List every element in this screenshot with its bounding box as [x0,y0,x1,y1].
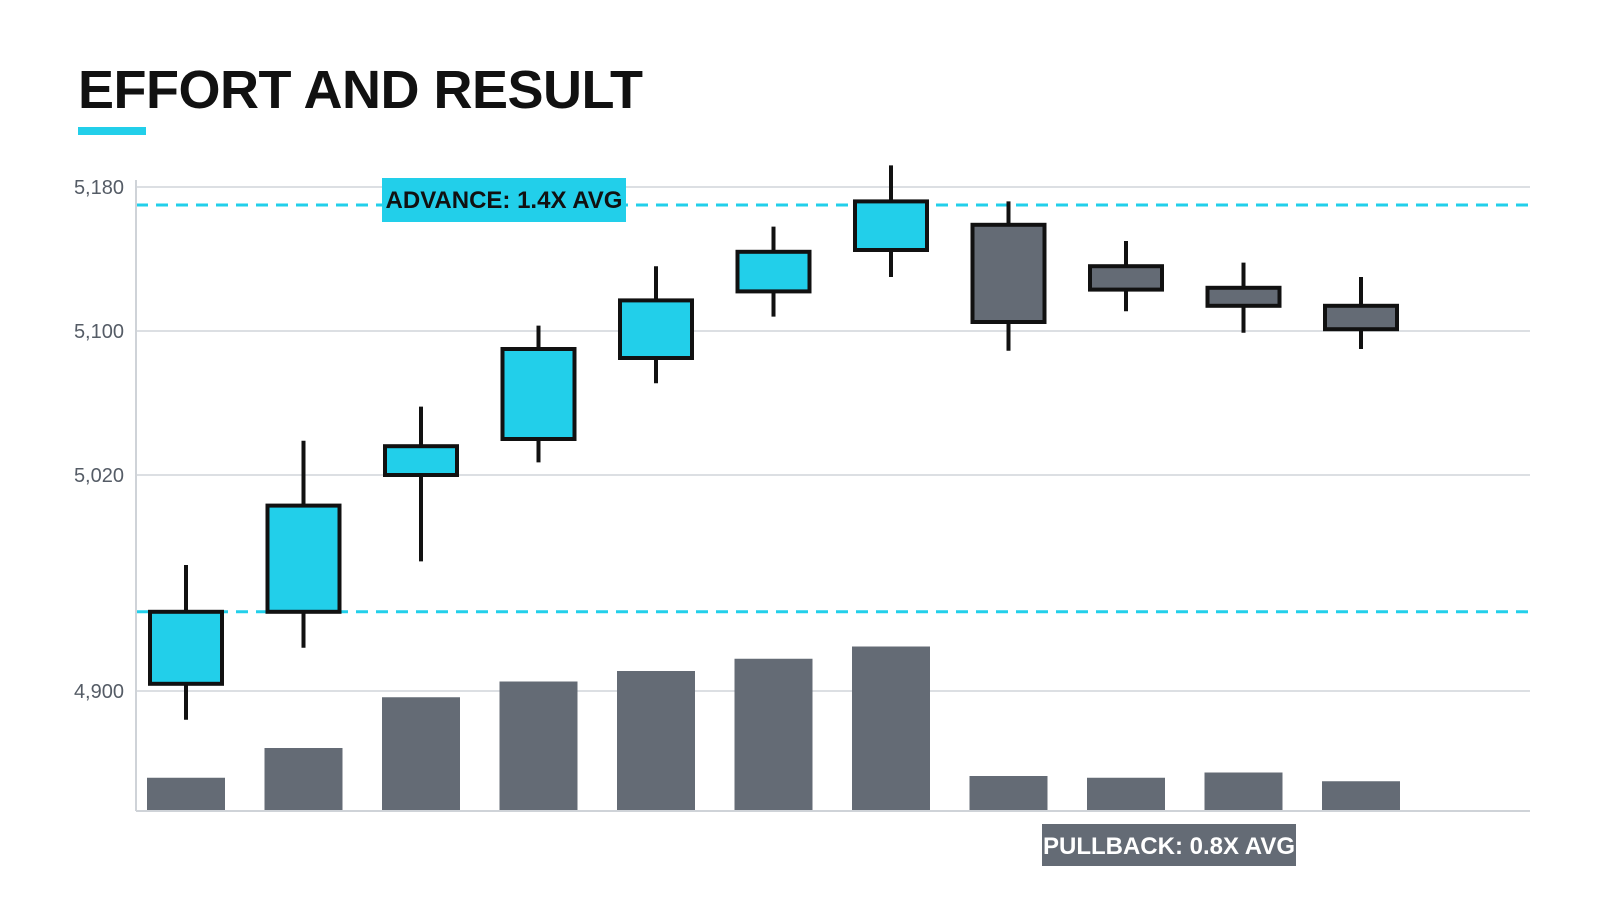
candle-body [970,222,1047,324]
pullback-callout: PULLBACK: 0.8X AVG [1042,824,1296,866]
axis-layer [135,180,1530,812]
grid-layer: 4,900 5,020 5,100 5,180 [74,177,1530,703]
candle-body [265,503,342,614]
reference-lines-layer [136,203,1530,614]
candle-body [383,444,459,478]
pullback-callout-text: PULLBACK: 0.8X AVG [1043,833,1295,860]
candle [500,325,577,463]
candle [1205,262,1282,333]
page-title: EFFORT AND RESULT [78,60,643,120]
volume-bar [1322,781,1400,811]
candle-body [853,199,929,252]
y-tick-label: 5,180 [74,177,124,199]
candle-body [1088,264,1164,292]
pullback-callout-box [1042,824,1296,866]
candles-layer [148,165,1399,720]
volume-bar [382,697,460,811]
y-tick-label: 4,900 [74,681,124,703]
candle-body [1323,303,1399,332]
volume-bar [264,748,343,811]
candle-body [1205,285,1282,308]
candle [383,406,459,562]
y-tick-label: 5,020 [74,465,124,487]
title-underline [78,127,146,135]
advance-callout-box [382,178,626,222]
candle [265,440,342,648]
candle [148,565,224,720]
volume-bar [1204,772,1283,811]
candle [735,226,812,317]
candle [1323,277,1399,349]
candle [618,266,694,384]
volume-bar [147,777,225,811]
candle-body [735,249,812,294]
volume-bar [734,658,813,811]
volume-bar [499,681,578,811]
volume-layer [147,646,1400,811]
advance-callout-text: ADVANCE: 1.4X AVG [386,187,623,214]
candle [853,165,929,277]
candle [1088,241,1164,312]
advance-callout: ADVANCE: 1.4X AVG [382,178,626,222]
volume-bar [1087,777,1165,811]
candle [970,201,1047,351]
volume-bar [617,671,695,811]
candle-body [500,347,577,441]
volume-bar [852,646,930,811]
candle-body [148,609,224,686]
volume-bar [969,776,1048,811]
candle-body [618,298,694,360]
y-tick-label: 5,100 [74,321,124,343]
